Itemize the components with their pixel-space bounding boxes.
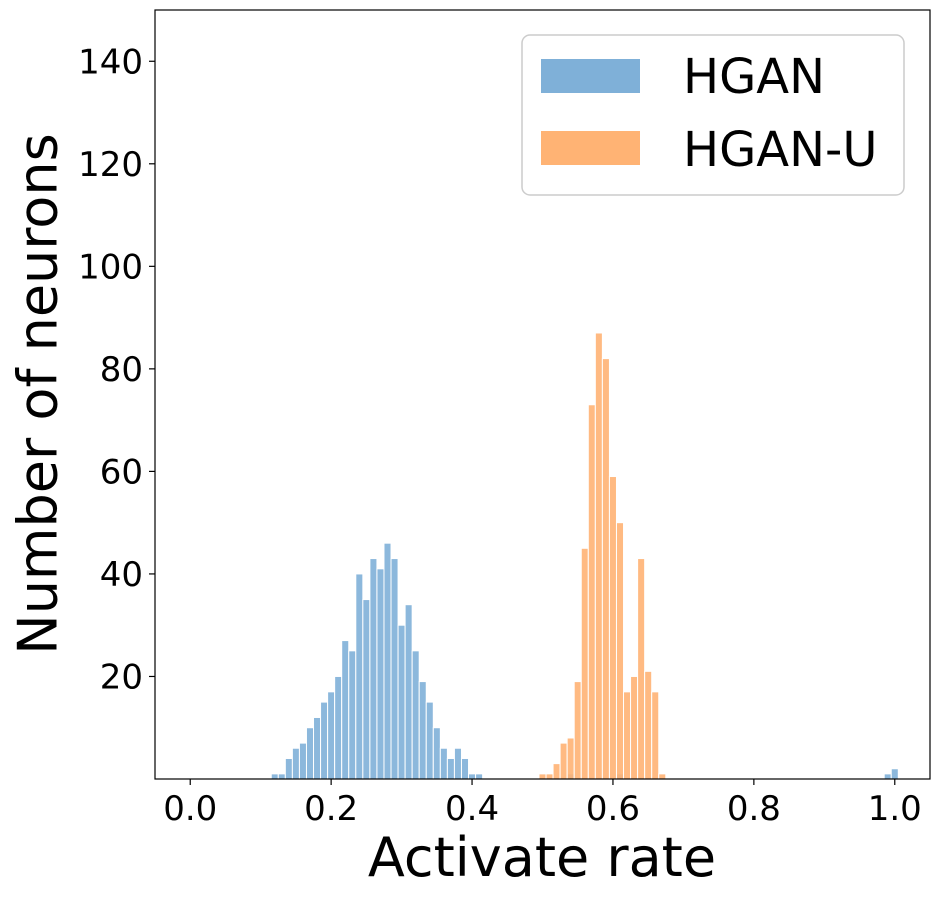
bar-hgan-u-0.57 [587, 404, 596, 780]
legend: HGAN HGAN-U [521, 34, 905, 196]
bar-hgan-0.39 [460, 757, 470, 780]
bar-hgan-0.15 [291, 747, 300, 780]
x-tick-label: 0.0 [163, 789, 217, 829]
bar-hgan-u-0.66 [651, 691, 660, 780]
y-tick-label: 100 [78, 247, 143, 287]
bar-hgan-0.23 [348, 650, 357, 780]
x-axis-title: Activate rate [368, 826, 716, 889]
bar-hgan-0.18 [313, 716, 322, 780]
bar-hgan-1.00 [890, 768, 899, 780]
y-tick-label: 40 [100, 555, 143, 595]
y-tick-label: 80 [100, 350, 143, 390]
y-tick-label: 120 [78, 145, 143, 185]
bar-hgan-0.33 [418, 681, 427, 780]
bar-hgan-u-0.60 [608, 476, 617, 780]
bar-hgan-u-0.58 [594, 332, 603, 780]
bar-hgan-0.25 [362, 599, 371, 780]
y-axis: 20 40 60 80 100 120 140 [78, 42, 155, 697]
bar-hgan-0.30 [397, 624, 406, 780]
bar-hgan-u-0.55 [573, 681, 582, 780]
y-tick-label: 60 [100, 452, 143, 492]
bar-hgan-0.41 [475, 773, 484, 780]
bar-hgan-0.38 [453, 747, 462, 780]
series-hgan [270, 542, 899, 780]
bar-hgan-0.28 [383, 542, 392, 780]
bar-hgan-0.20 [327, 691, 336, 780]
bar-hgan-0.26 [369, 558, 378, 780]
y-axis-title: Number of neurons [7, 133, 70, 654]
bar-hgan-u-0.56 [580, 547, 589, 780]
bar-hgan-u-0.50 [538, 773, 547, 780]
bar-hgan-0.36 [439, 747, 448, 780]
series-hgan-u [538, 332, 667, 780]
legend-label-hgan: HGAN [683, 49, 825, 105]
bar-hgan-0.27 [376, 568, 385, 780]
bar-hgan-0.14 [284, 757, 293, 780]
bar-hgan-0.21 [334, 675, 343, 780]
bar-hgan-u-0.67 [658, 773, 667, 780]
legend-swatch-hgan [541, 59, 640, 93]
bar-hgan-0.17 [305, 727, 315, 780]
bar-hgan-0.40 [468, 773, 477, 780]
bar-hgan-u-0.61 [615, 522, 625, 780]
bar-hgan-u-0.63 [630, 675, 639, 780]
bar-hgan-0.35 [432, 727, 441, 780]
bar-hgan-0.19 [320, 701, 329, 780]
bar-hgan-u-0.54 [566, 737, 575, 780]
plot-frame [154, 9, 931, 780]
bar-hgan-0.24 [355, 573, 364, 780]
bar-hgan-u-0.52 [552, 763, 561, 780]
legend-label-hgan-u: HGAN-U [683, 122, 877, 178]
bar-hgan-0.34 [425, 701, 434, 780]
legend-swatch-hgan-u [541, 131, 640, 165]
bar-hgan-0.99 [883, 773, 892, 780]
bars-layer [270, 332, 899, 780]
x-tick-label: 0.2 [304, 789, 358, 829]
y-tick-label: 140 [78, 42, 143, 82]
bar-hgan-0.29 [390, 558, 399, 780]
bar-hgan-u-0.65 [644, 670, 653, 780]
y-tick-label: 20 [100, 657, 143, 697]
bar-hgan-0.16 [298, 742, 307, 780]
bar-hgan-u-0.59 [601, 358, 610, 780]
x-tick-label: 0.6 [586, 789, 640, 829]
bar-hgan-u-0.53 [559, 742, 568, 780]
bar-hgan-0.12 [270, 773, 279, 780]
bar-hgan-0.37 [446, 757, 455, 780]
bar-hgan-0.13 [277, 773, 286, 780]
bar-hgan-u-0.62 [623, 691, 632, 780]
x-axis: 0.0 0.2 0.4 0.6 0.8 1.0 [163, 779, 922, 829]
bar-hgan-0.32 [411, 650, 420, 780]
bar-hgan-u-0.64 [637, 558, 646, 780]
bar-hgan-0.22 [341, 640, 350, 780]
x-tick-label: 0.4 [445, 789, 499, 829]
x-tick-label: 1.0 [868, 789, 922, 829]
x-tick-label: 0.8 [727, 789, 781, 829]
bar-hgan-u-0.51 [545, 773, 554, 780]
bar-hgan-0.31 [404, 604, 413, 780]
